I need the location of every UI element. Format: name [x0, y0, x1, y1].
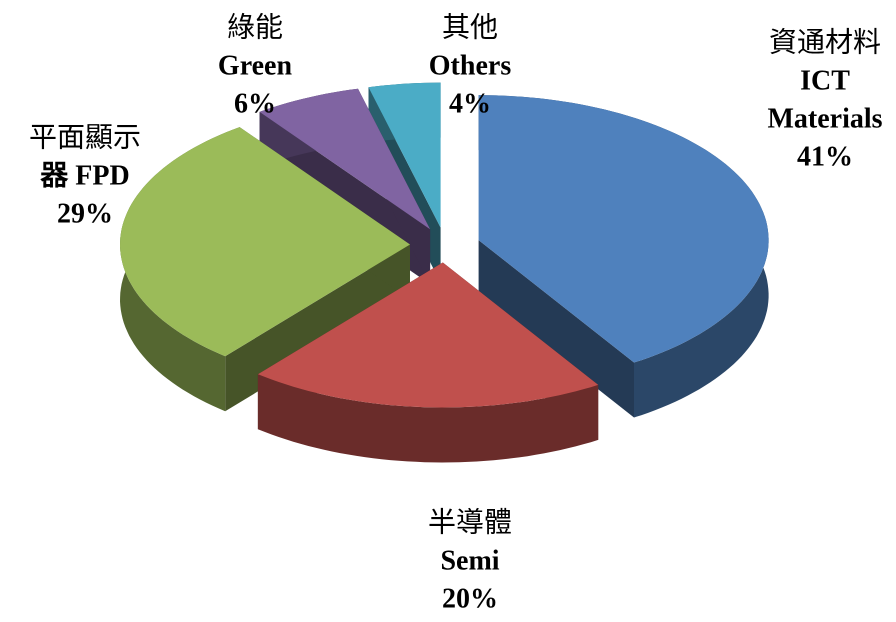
slice-label: 其他 — [442, 11, 498, 43]
slice-top — [259, 88, 431, 230]
slice-top — [257, 262, 599, 408]
value-label: 6% — [234, 88, 276, 119]
slice — [478, 95, 769, 418]
slice-label: 器 FPD — [39, 160, 129, 191]
slice-label: 綠能 — [227, 11, 283, 43]
slice-label: ICT — [800, 65, 850, 96]
slice-label: Others — [429, 50, 512, 81]
slice-wall — [257, 374, 599, 463]
slice-top — [368, 82, 441, 228]
slice-side — [478, 240, 634, 418]
value-label: 41% — [797, 141, 853, 172]
slice-label: Materials — [767, 103, 882, 134]
slice-label: Semi — [440, 545, 499, 576]
value-label: 29% — [57, 198, 113, 229]
slice — [257, 262, 599, 463]
value-label: 20% — [442, 583, 498, 614]
slice-label: 半導體 — [428, 506, 512, 538]
slice-label: Green — [218, 50, 293, 81]
slice-label: 平面顯示 — [29, 122, 141, 153]
slice-top — [478, 95, 769, 363]
slice-label: 資通材料 — [769, 26, 881, 58]
value-label: 4% — [449, 88, 491, 119]
slice-top — [120, 127, 410, 357]
